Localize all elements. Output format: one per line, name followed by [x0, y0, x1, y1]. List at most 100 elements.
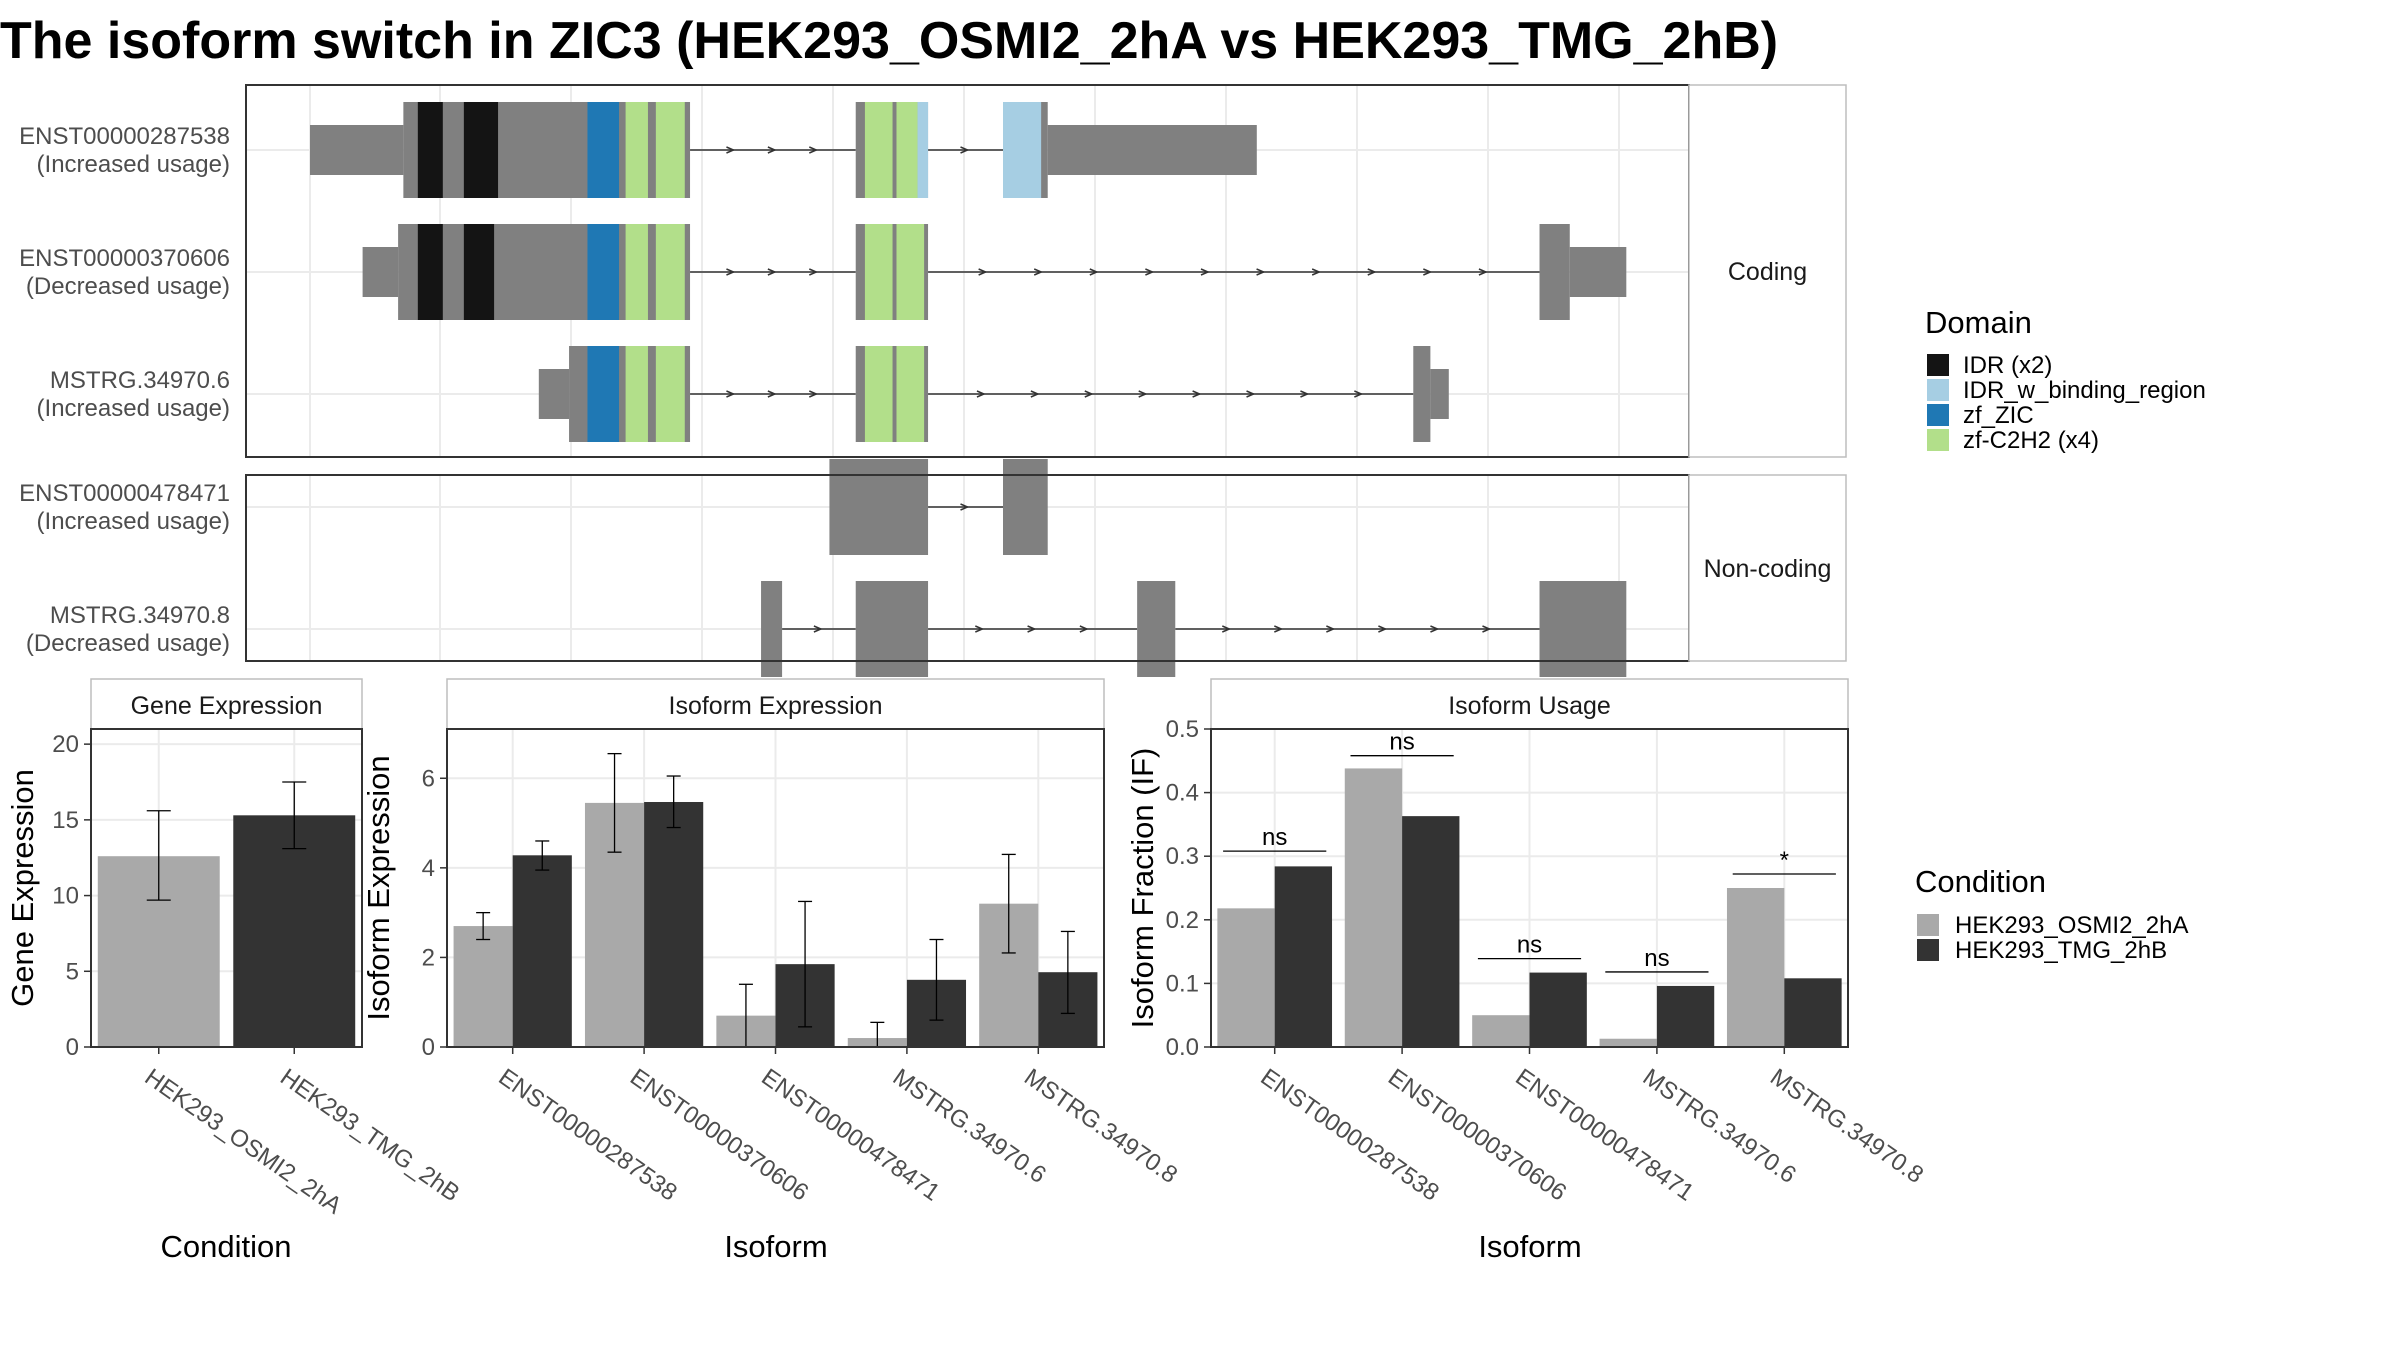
bar-enst00000478471-hek293-tmg-2hb — [1529, 972, 1587, 1047]
intron-arrow — [1478, 268, 1488, 276]
domain-zf-c2h2 — [896, 346, 925, 442]
domain-zf-c2h2 — [625, 102, 648, 198]
bar-enst00000287538-hek293-osmi2-2ha — [1217, 908, 1275, 1047]
intron-arrow — [1222, 625, 1232, 633]
intron-arrow — [1430, 625, 1440, 633]
figure-title: The isoform switch in ZIC3 (HEK293_OSMI2… — [0, 12, 1778, 70]
intron-arrow — [1378, 625, 1388, 633]
chart-strip — [446, 678, 1105, 730]
domain-zf-c2h2 — [625, 224, 648, 320]
domain-zf-zic — [587, 102, 620, 198]
facet-panel-background — [246, 475, 1689, 661]
y-tick-label: 0.2 — [1166, 907, 1199, 934]
y-axis-title: Isoform Fraction (IF) — [1125, 748, 1160, 1029]
utr-exon — [1430, 369, 1449, 419]
intron-arrow — [978, 268, 988, 276]
domain-idr — [417, 102, 443, 198]
intron-arrow — [809, 390, 819, 398]
y-tick-label: 10 — [52, 883, 79, 910]
intron-arrow — [1256, 268, 1266, 276]
intron-arrow — [1033, 268, 1044, 276]
transcript-usage-label: (Decreased usage) — [26, 273, 230, 300]
domain-zf-c2h2 — [655, 102, 685, 198]
transcript-enst00000370606: ENST00000370606(Decreased usage) — [19, 224, 1627, 320]
transcript-id-label: ENST00000370606 — [19, 245, 230, 272]
intron-arrow — [1482, 625, 1492, 633]
transcript-id-label: ENST00000287538 — [19, 123, 230, 150]
transcript-id-label: MSTRG.34970.8 — [50, 602, 230, 629]
domain-legend-key-zf-zic — [1927, 404, 1949, 426]
intron-arrow — [726, 268, 736, 276]
intron-arrow — [1423, 268, 1433, 276]
bar-mstrg-34970-6-hek293-osmi2-2ha — [1599, 1038, 1657, 1047]
domain-idr-w-binding-region — [917, 102, 929, 198]
facet-strip-label: Non-coding — [1704, 555, 1832, 583]
transcript-usage-label: (Decreased usage) — [26, 630, 230, 657]
significance-label: * — [1780, 847, 1789, 874]
bar-mstrg-34970-6-hek293-tmg-2hb — [1656, 985, 1715, 1047]
utr-exon — [310, 125, 404, 175]
facet-non-coding: ENST00000478471(Increased usage) MSTRG.34… — [19, 459, 1847, 677]
intron-arrow — [1300, 390, 1310, 398]
bar-enst00000287538-hek293-tmg-2hb — [512, 855, 572, 1047]
condition-legend-key-hek293-tmg-2hb — [1917, 939, 1939, 961]
bar-enst00000370606-hek293-tmg-2hb — [644, 802, 704, 1047]
significance-label: ns — [1389, 729, 1414, 756]
chart-isoform-expression: Isoform Expression0246ENST00000287538ENS… — [361, 678, 1182, 1264]
bar-enst00000287538-hek293-tmg-2hb — [1274, 866, 1333, 1047]
y-tick-label: 5 — [66, 958, 79, 985]
coding-exon — [1539, 581, 1627, 677]
domain-zf-c2h2 — [655, 224, 685, 320]
y-tick-label: 2 — [422, 944, 435, 971]
y-tick-label: 0.3 — [1166, 843, 1199, 870]
significance-label: ns — [1644, 945, 1669, 972]
x-axis-title: Condition — [161, 1229, 292, 1264]
domain-legend-label: zf-C2H2 (x4) — [1963, 427, 2099, 454]
y-tick-label: 4 — [422, 855, 435, 882]
intron-arrow — [1326, 625, 1336, 633]
transcript-usage-label: (Increased usage) — [37, 151, 230, 178]
intron-arrow — [813, 625, 823, 633]
chart-strip — [90, 678, 363, 730]
condition-legend-label: HEK293_OSMI2_2hA — [1955, 912, 2188, 939]
utr-exon — [362, 247, 399, 297]
intron-arrow — [1354, 390, 1364, 398]
significance-label: ns — [1517, 932, 1542, 959]
domain-zf-c2h2 — [896, 102, 918, 198]
intron-arrow — [1311, 268, 1322, 276]
chart-isoform-usage: Isoform Usage ns ns ns ns * 0.0 0.1 0.2 0.3 0.4 0.5… — [1125, 678, 1928, 1264]
intron-arrow — [809, 268, 819, 276]
y-tick-label: 15 — [52, 807, 79, 834]
y-tick-label: 0 — [66, 1034, 79, 1061]
intron-arrow — [975, 625, 985, 633]
transcript-mstrg-34970-6: MSTRG.34970.6(Increased usage) — [37, 346, 1449, 442]
chart-strip — [1210, 678, 1849, 730]
chart-title: Isoform Usage — [1448, 692, 1611, 720]
utr-exon — [538, 369, 570, 419]
domain-legend-key-zf-c2h2 — [1927, 429, 1949, 451]
domain-idr — [417, 224, 443, 320]
intron-arrow — [726, 146, 736, 154]
y-tick-label: 0 — [422, 1034, 435, 1061]
domain-zf-c2h2 — [655, 346, 685, 442]
intron-arrow — [809, 146, 819, 154]
intron-arrow — [1200, 268, 1210, 276]
intron-arrow — [1030, 390, 1040, 398]
transcript-usage-label: (Increased usage) — [37, 395, 230, 422]
expression-bar-charts: Gene Expression05101520HEK293_OSMI2_2hAH… — [5, 678, 1928, 1264]
domain-legend-label: IDR_w_binding_region — [1963, 377, 2206, 404]
bar-enst00000370606-hek293-tmg-2hb — [1402, 816, 1460, 1047]
y-tick-label: 6 — [422, 765, 435, 792]
intron-arrow — [1079, 625, 1089, 633]
transcript-structure-plot: ENST00000287538(Increased usage)ENST0000… — [19, 84, 1847, 677]
chart-title: Gene Expression — [131, 692, 323, 720]
domain-legend-label: zf_ZIC — [1963, 402, 2034, 429]
intron-arrow — [1084, 390, 1094, 398]
domain-idr — [463, 102, 499, 198]
intron-arrow — [1274, 625, 1284, 633]
condition-legend-key-hek293-osmi2-2ha — [1917, 914, 1939, 936]
coding-exon — [1003, 459, 1048, 555]
bar-mstrg-34970-8-hek293-tmg-2hb — [1784, 978, 1842, 1047]
